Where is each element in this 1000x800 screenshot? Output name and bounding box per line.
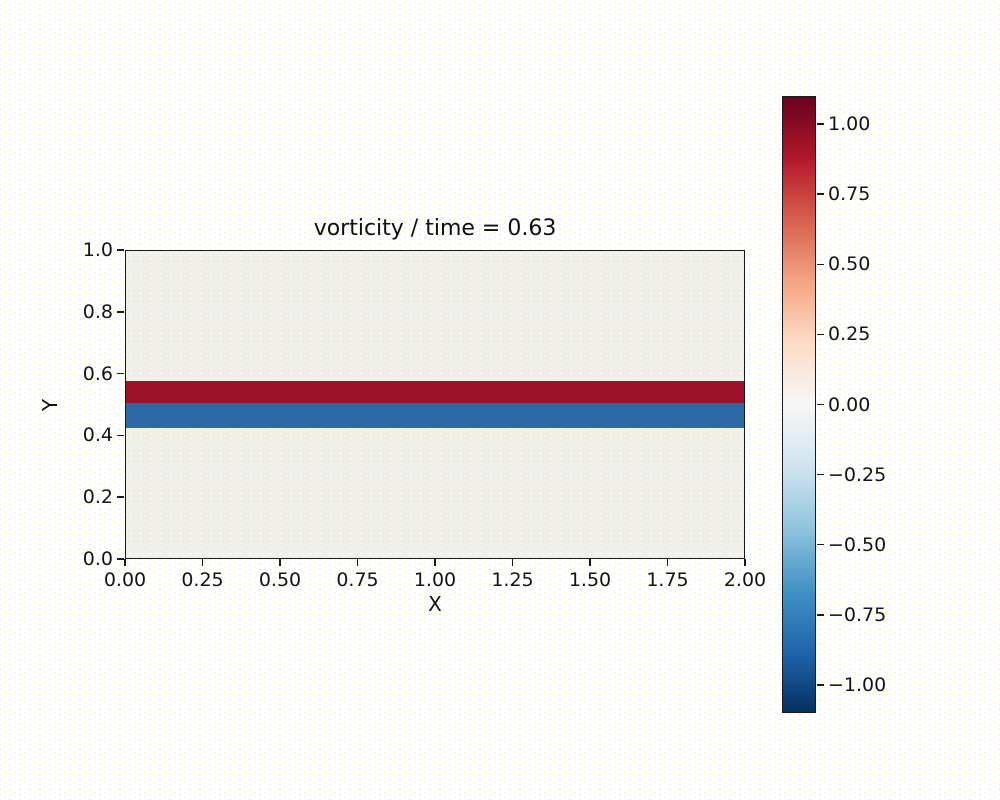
x-axis-tick-label: 1.75 [646, 569, 689, 591]
x-axis-tick-mark [666, 559, 669, 566]
x-axis-tick-mark [511, 559, 514, 566]
y-axis-tick-mark [117, 372, 124, 375]
y-axis-tick-mark [117, 311, 124, 313]
colorbar-tick-label: 0.50 [828, 253, 871, 276]
negative-vorticity-band [126, 402, 744, 428]
y-axis-tick-label: 0.2 [82, 486, 113, 509]
x-axis-tick-label: 0.00 [103, 569, 147, 591]
colorbar-tick-label: 0.00 [828, 393, 871, 416]
colorbar-tick-mark [817, 263, 824, 266]
colorbar-tick-mark [817, 123, 824, 125]
colorbar [782, 96, 816, 713]
positive-vorticity-band [126, 381, 744, 403]
x-axis-tick-label: 1.00 [413, 569, 457, 591]
y-axis-tick-label: 1.0 [82, 239, 113, 261]
y-axis-label: Y [38, 398, 62, 412]
x-axis-tick-mark [744, 559, 746, 566]
colorbar-tick-label: −1.00 [828, 673, 887, 696]
x-axis-tick-mark [434, 559, 436, 566]
y-axis-tick-label: 0.4 [82, 424, 113, 447]
colorbar-tick-mark [817, 684, 824, 686]
x-axis-tick-mark [124, 559, 126, 566]
colorbar-tick-label: 1.00 [828, 113, 871, 136]
colorbar-tick-label: −0.50 [828, 533, 887, 556]
y-axis-tick-mark [117, 558, 124, 560]
y-axis-tick-mark [117, 249, 124, 251]
x-axis-tick-label: 0.25 [181, 569, 224, 591]
colorbar-gradient [783, 97, 815, 712]
colorbar-tick-mark [817, 403, 824, 406]
x-axis-tick-label: 2.00 [723, 569, 767, 591]
colorbar-tick-label: −0.25 [828, 463, 887, 486]
x-axis-tick-label: 1.50 [568, 569, 612, 591]
plot-title: vorticity / time = 0.63 [313, 216, 557, 241]
x-axis-label: X [428, 592, 442, 616]
colorbar-tick-mark [817, 333, 824, 336]
colorbar-tick-mark [817, 543, 824, 546]
x-axis-tick-label: 0.75 [336, 569, 379, 591]
x-axis-tick-mark [279, 559, 281, 566]
axes-area [125, 250, 745, 559]
colorbar-tick-mark [817, 614, 824, 616]
y-axis-tick-label: 0.6 [82, 362, 113, 385]
colorbar-tick-label: 0.25 [828, 323, 871, 346]
x-axis-tick-mark [201, 559, 204, 566]
x-axis-tick-mark [589, 559, 591, 566]
y-axis-tick-mark [117, 434, 124, 437]
colorbar-tick-mark [817, 473, 824, 476]
y-axis-tick-mark [117, 496, 124, 498]
y-axis-tick-label: 0.0 [82, 548, 113, 570]
x-axis-tick-label: 1.25 [491, 569, 534, 591]
colorbar-tick-label: −0.75 [828, 603, 887, 626]
x-axis-tick-mark [356, 559, 359, 566]
y-axis-tick-label: 0.8 [82, 300, 113, 323]
x-axis-tick-label: 0.50 [258, 569, 302, 591]
colorbar-tick-label: 0.75 [828, 183, 871, 206]
colorbar-tick-mark [817, 193, 824, 195]
